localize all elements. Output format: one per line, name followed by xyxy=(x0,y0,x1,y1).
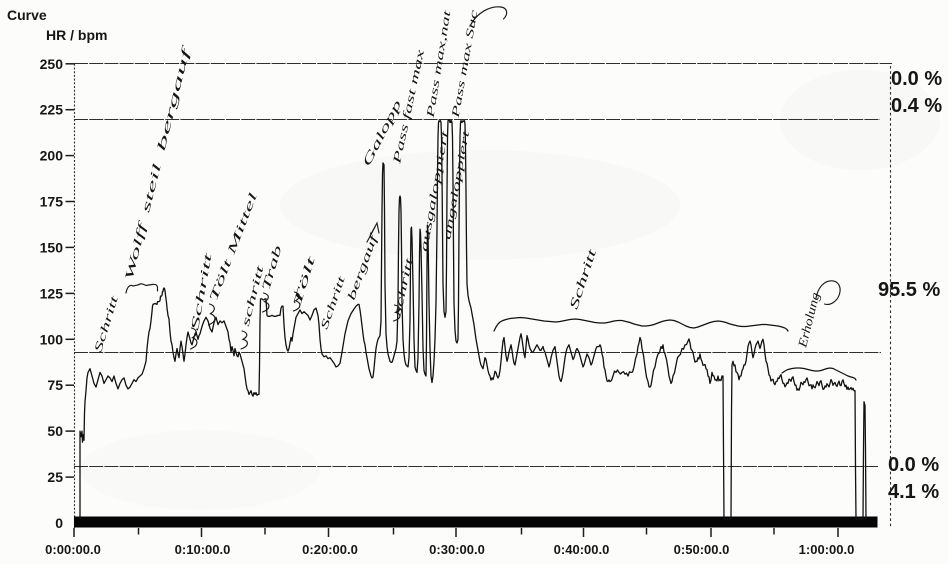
svg-text:0:10:00.0: 0:10:00.0 xyxy=(175,542,231,557)
svg-text:1:00:00.0: 1:00:00.0 xyxy=(799,542,855,557)
svg-text:125: 125 xyxy=(40,285,64,301)
svg-text:4.1 %: 4.1 % xyxy=(888,481,939,503)
svg-text:0:30:00.0: 0:30:00.0 xyxy=(429,542,485,557)
svg-text:0.0 %: 0.0 % xyxy=(888,454,939,476)
svg-text:100: 100 xyxy=(40,331,64,347)
svg-text:150: 150 xyxy=(40,239,64,255)
svg-text:0: 0 xyxy=(55,515,63,531)
svg-text:0.4 %: 0.4 % xyxy=(891,95,942,117)
svg-text:50: 50 xyxy=(47,423,63,439)
svg-text:0.0 %: 0.0 % xyxy=(891,68,942,90)
svg-text:200: 200 xyxy=(40,148,64,164)
svg-text:0:50:00.0: 0:50:00.0 xyxy=(674,542,730,557)
svg-text:250: 250 xyxy=(40,56,64,72)
svg-text:175: 175 xyxy=(40,194,64,210)
svg-text:0:00:00.0: 0:00:00.0 xyxy=(45,542,101,557)
svg-text:0:40:00.0: 0:40:00.0 xyxy=(554,542,610,557)
svg-text:HR / bpm: HR / bpm xyxy=(46,27,107,43)
svg-text:25: 25 xyxy=(47,469,63,485)
svg-text:95.5 %: 95.5 % xyxy=(878,279,940,301)
svg-text:0:20:00.0: 0:20:00.0 xyxy=(302,542,358,557)
svg-text:Curve: Curve xyxy=(7,7,47,23)
svg-text:225: 225 xyxy=(40,102,64,118)
svg-text:75: 75 xyxy=(47,377,63,393)
